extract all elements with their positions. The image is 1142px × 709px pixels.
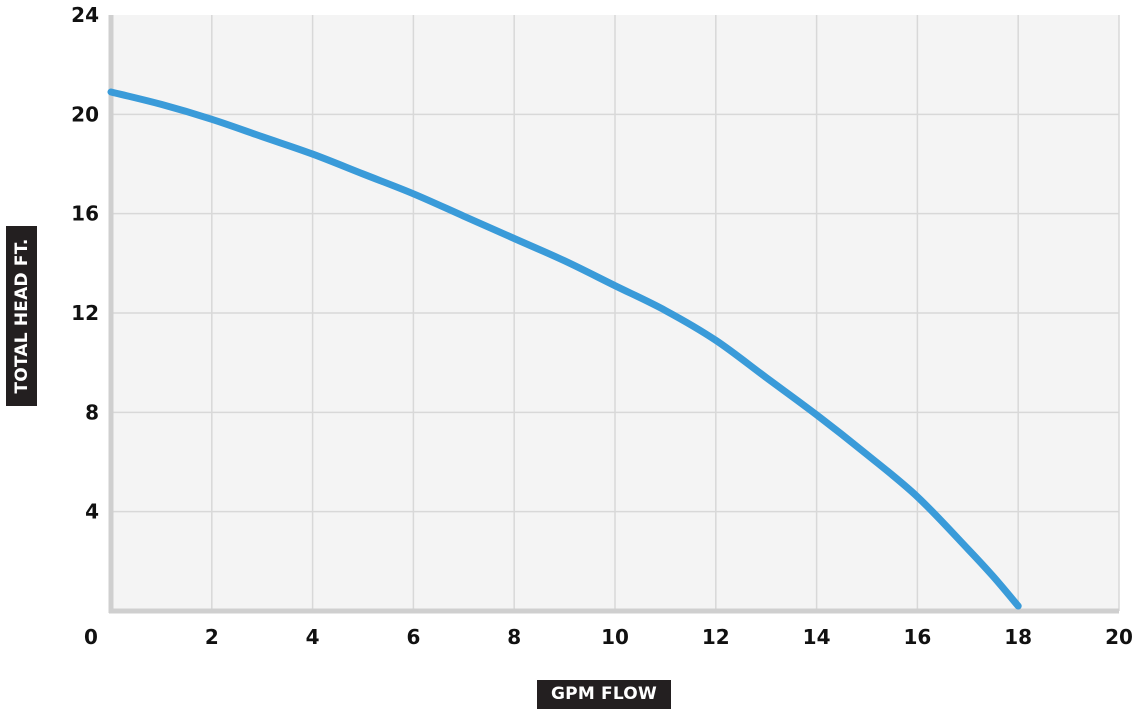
x-tick-label: 20 [1105,625,1133,649]
y-axis-title: TOTAL HEAD FT. [6,226,37,406]
x-tick-label: 2 [205,625,219,649]
x-axis-title: GPM FLOW [537,680,671,709]
x-tick-label: 0 [84,625,98,649]
x-tick-label: 6 [406,625,420,649]
y-tick-label: 4 [85,500,99,524]
axes [108,15,1119,614]
y-tick-label: 20 [71,102,99,126]
y-axis-ticks: 4 8 12 16 20 24 [71,3,99,524]
y-tick-label: 16 [71,202,99,226]
series-line [107,88,1022,610]
y-tick-label: 8 [85,400,99,424]
x-axis-title-text: GPM FLOW [551,684,657,704]
series-group [107,88,1022,610]
x-tick-label: 8 [507,625,521,649]
y-tick-label: 24 [71,3,99,27]
x-tick-label: 10 [601,625,629,649]
x-axis-ticks: 0 2 4 6 8 10 12 14 16 18 20 [84,625,1133,649]
x-tick-label: 16 [903,625,931,649]
x-tick-label: 14 [803,625,831,649]
y-axis-title-text: TOTAL HEAD FT. [11,238,32,394]
x-tick-label: 18 [1004,625,1032,649]
x-tick-label: 12 [702,625,730,649]
y-tick-label: 12 [71,301,99,325]
grid-lines [111,15,1120,611]
x-tick-label: 4 [306,625,320,649]
